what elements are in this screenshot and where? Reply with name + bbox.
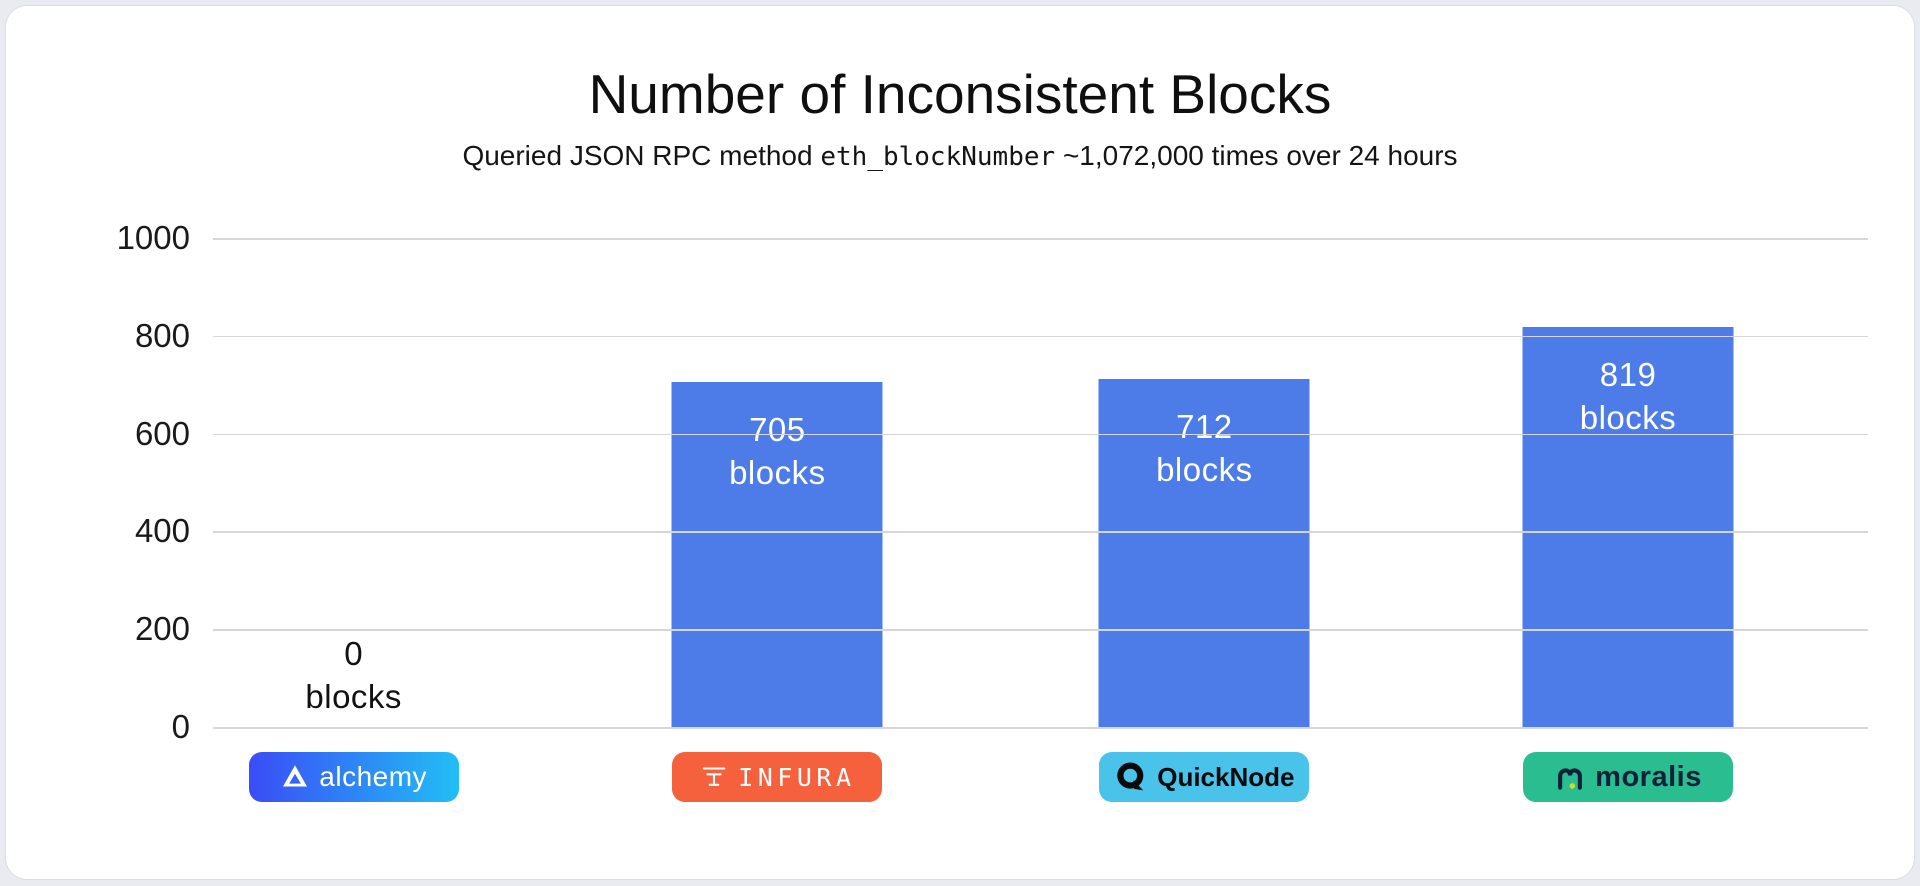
bar-value-unit: blocks xyxy=(1156,450,1253,488)
bar-value-label-infura: 705 blocks xyxy=(672,408,883,494)
bar-value-unit: blocks xyxy=(1579,398,1677,436)
bar-value-label-moralis: 819 blocks xyxy=(1523,353,1734,439)
bar-column-infura: 705 blocks xyxy=(671,238,883,727)
bar-value-number: 712 xyxy=(1176,407,1233,445)
subtitle-prefix: Queried JSON RPC method xyxy=(462,140,821,171)
gridline xyxy=(213,629,1868,631)
chart-title: Number of Inconsistent Blocks xyxy=(588,63,1332,125)
infura-logo-icon xyxy=(702,767,726,786)
badge-label-infura: INFURA xyxy=(738,762,856,792)
quicknode-logo-icon xyxy=(1117,762,1144,791)
bar-column-alchemy: 0 blocks xyxy=(248,238,459,727)
gridline xyxy=(213,335,1868,338)
chart-subtitle: Queried JSON RPC method eth_blockNumber … xyxy=(0,140,1920,172)
y-axis-tick-label: 0 xyxy=(171,708,190,745)
badge-quicknode: QuickNode xyxy=(1099,752,1310,802)
gridline xyxy=(213,727,1868,729)
bar-value-number: 0 xyxy=(344,635,364,672)
bar-value-number: 819 xyxy=(1599,355,1657,393)
bar-value-number: 705 xyxy=(749,411,806,449)
gridline xyxy=(213,531,1868,533)
bar-infura: 705 blocks xyxy=(671,382,883,727)
gridline xyxy=(213,238,1868,240)
y-axis-tick-label: 800 xyxy=(134,316,190,354)
bar-value-label-quicknode: 712 blocks xyxy=(1099,405,1310,491)
y-axis-tick-label: 400 xyxy=(134,512,190,550)
bar-quicknode: 712 blocks xyxy=(1098,378,1310,727)
y-axis-tick-label: 1000 xyxy=(116,219,190,256)
alchemy-logo-icon xyxy=(283,765,308,787)
y-axis-tick-label: 600 xyxy=(134,414,190,452)
bar-column-moralis: 819 blocks xyxy=(1522,238,1734,727)
gridline xyxy=(213,433,1868,436)
plot-area: 0 blocks 705 blocks 712 blocks xyxy=(213,238,1868,729)
badge-alchemy: alchemy xyxy=(248,752,459,802)
bar-moralis: 819 blocks xyxy=(1522,326,1734,727)
badge-label-moralis: moralis xyxy=(1595,760,1702,793)
y-axis-tick-label: 200 xyxy=(134,610,190,648)
bar-value-label-alchemy: 0 blocks xyxy=(248,632,459,718)
provider-badges-row: alchemy INFURA QuickNode moralis xyxy=(213,752,1868,802)
badge-moralis: moralis xyxy=(1523,752,1734,802)
badge-label-alchemy: alchemy xyxy=(319,761,428,792)
bar-column-quicknode: 712 blocks xyxy=(1098,238,1310,727)
subtitle-suffix: ~1,072,000 times over 24 hours xyxy=(1055,140,1458,171)
subtitle-code-method: eth_blockNumber xyxy=(820,142,1056,172)
moralis-logo-icon xyxy=(1558,768,1583,790)
bar-value-unit: blocks xyxy=(729,454,826,492)
badge-label-quicknode: QuickNode xyxy=(1157,761,1295,792)
badge-infura: INFURA xyxy=(672,752,883,802)
bar-value-unit: blocks xyxy=(305,678,402,715)
